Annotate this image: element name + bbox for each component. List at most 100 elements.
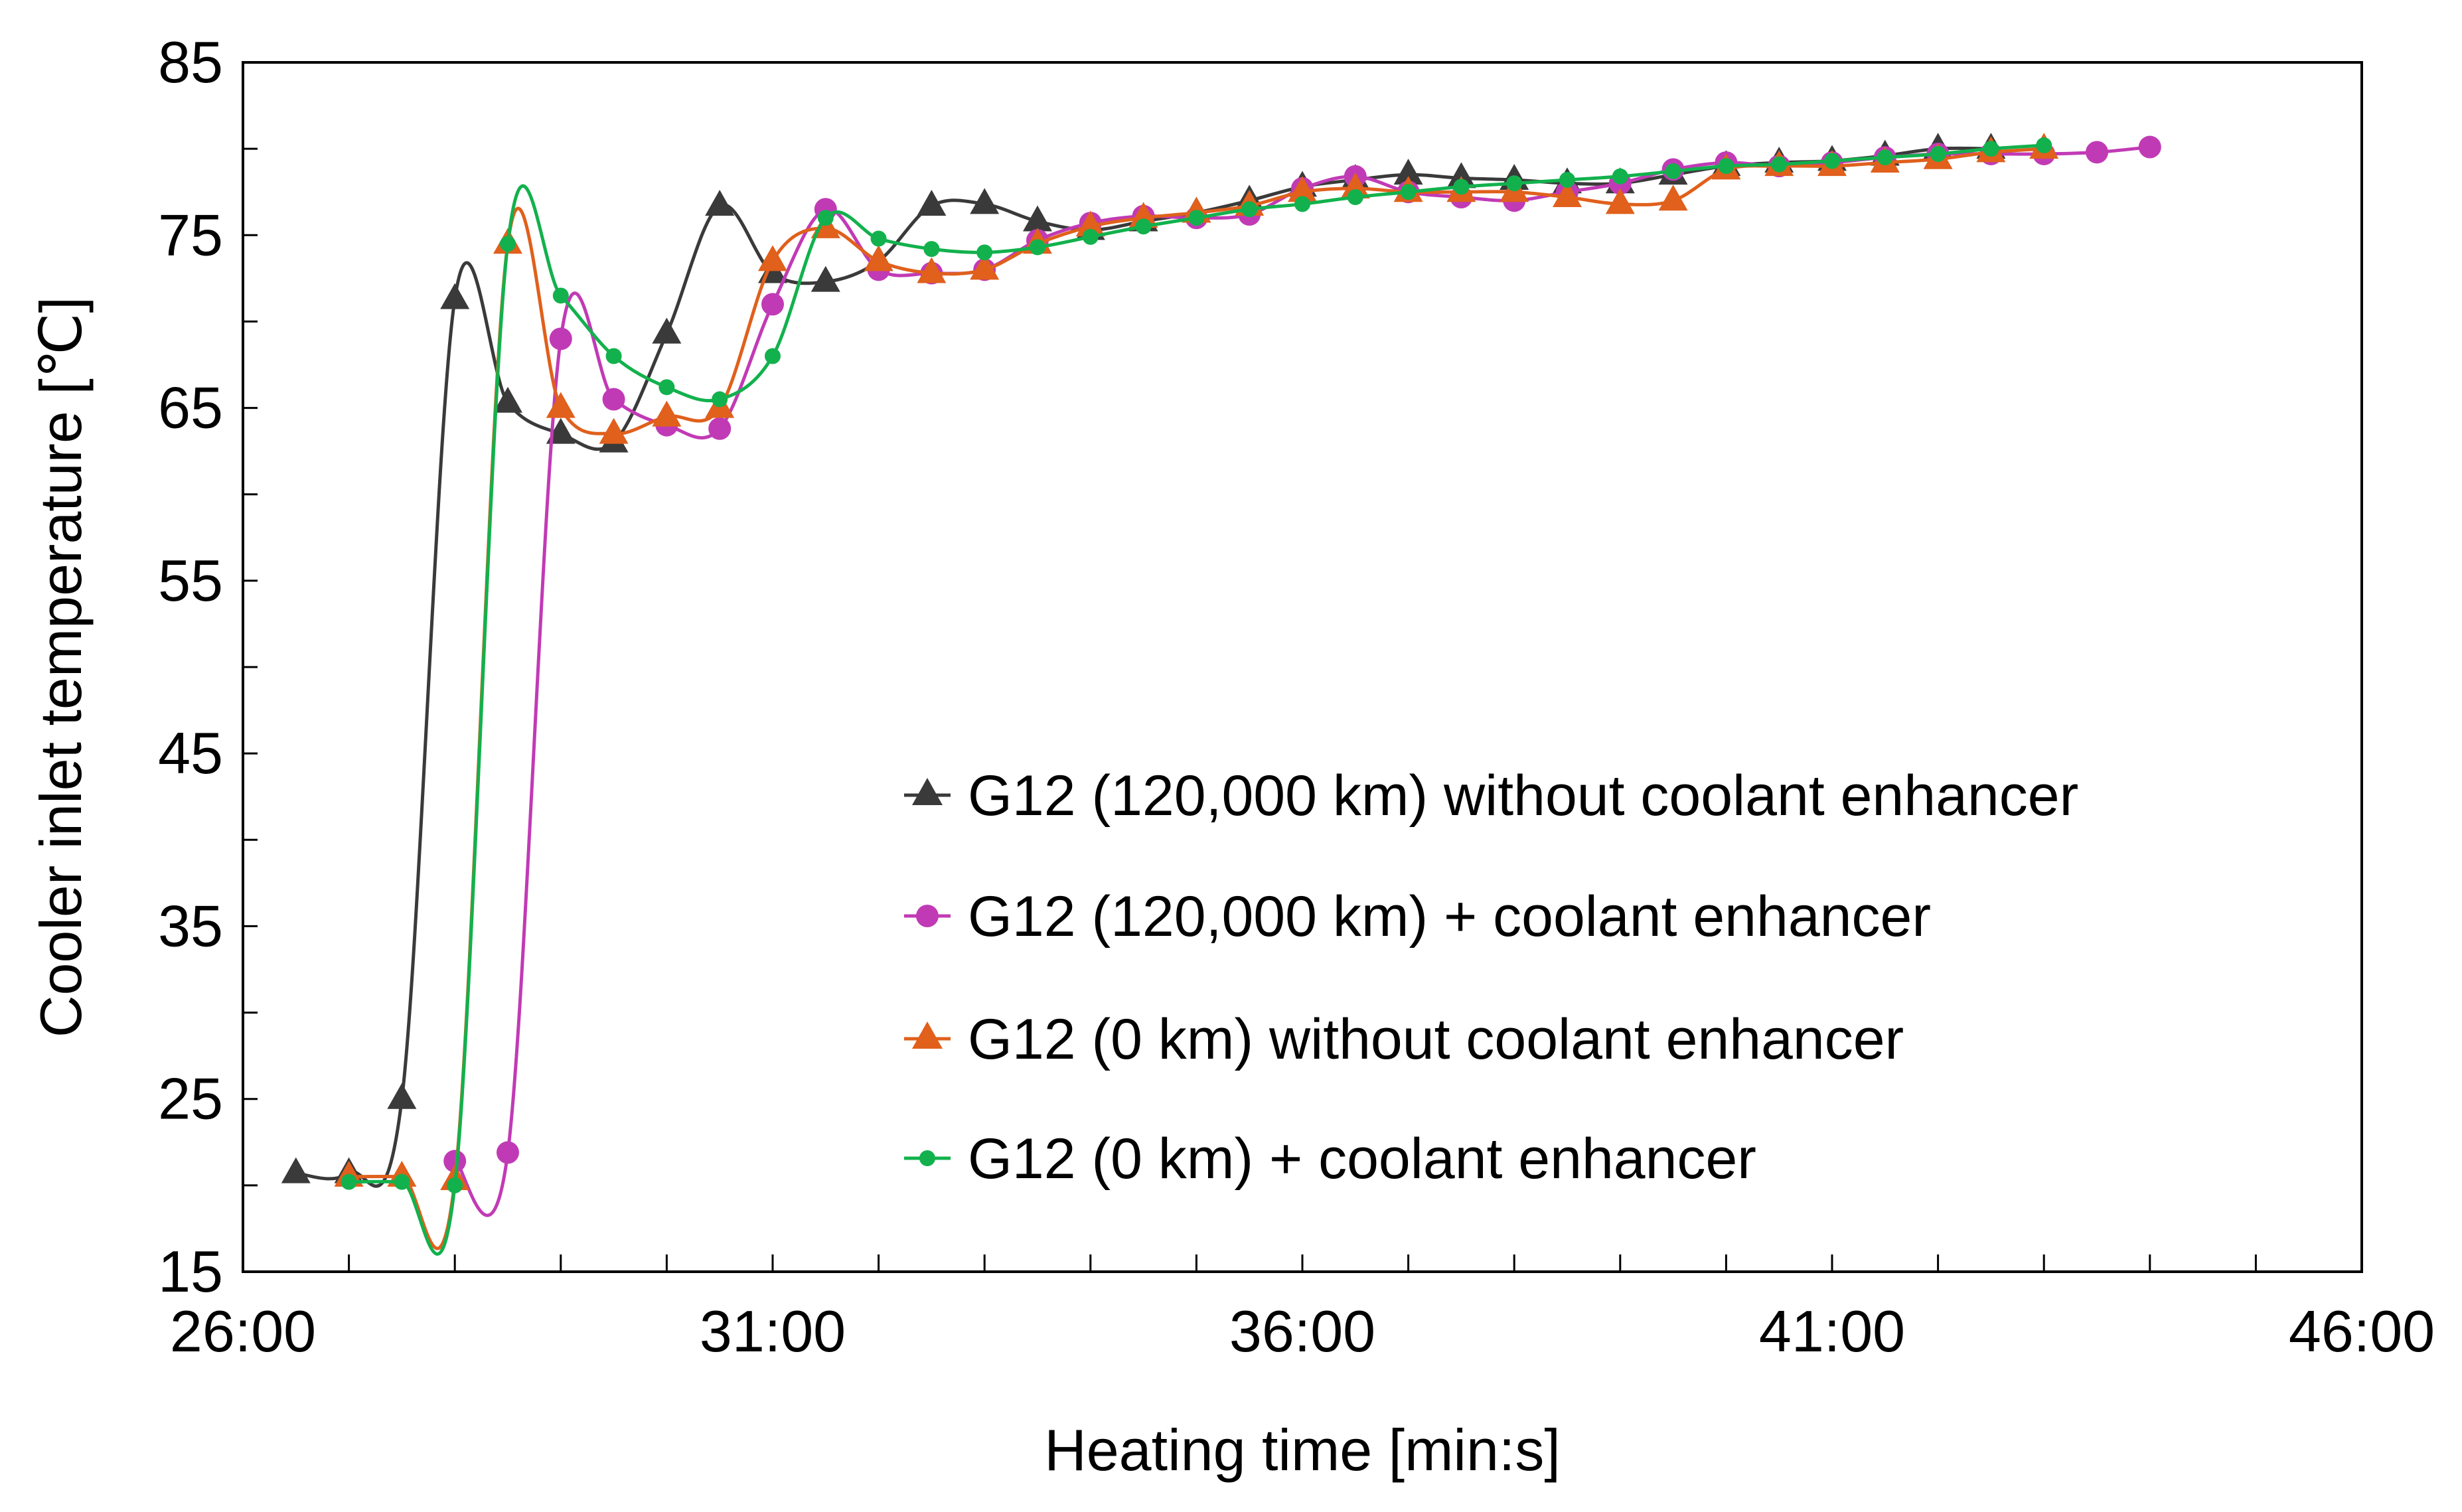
data-point	[394, 1173, 410, 1190]
data-point	[1082, 228, 1099, 245]
y-tick-label: 35	[158, 893, 223, 958]
data-point	[1446, 162, 1476, 189]
data-point	[440, 283, 470, 309]
data-point	[493, 386, 522, 413]
data-point	[602, 388, 625, 411]
data-point	[1930, 145, 1946, 162]
data-point	[1553, 181, 1582, 208]
data-point	[758, 245, 787, 271]
y-tick-label: 85	[158, 29, 223, 95]
y-tick-label: 55	[158, 548, 223, 613]
legend-label-2: G12 (0 km) without coolant enhancer	[968, 1008, 1904, 1071]
data-point	[1983, 141, 1999, 157]
y-axis-title: Cooler inlet temperature [℃]	[28, 297, 94, 1037]
data-point	[970, 188, 1000, 214]
legend: G12 (120,000 km) without coolant enhance…	[904, 764, 2078, 1191]
data-point	[1128, 202, 1158, 228]
data-point	[1877, 149, 1893, 166]
legend-item: G12 (0 km) without coolant enhancer	[904, 1008, 1904, 1071]
data-point	[864, 245, 893, 271]
y-tick-label: 25	[158, 1066, 223, 1132]
legend-marker-2	[912, 1021, 943, 1049]
y-tick-label: 45	[158, 720, 223, 786]
x-tick-label: 26:00	[170, 1298, 316, 1364]
data-point	[500, 236, 516, 252]
data-point	[1400, 184, 1417, 200]
x-tick-label: 36:00	[1229, 1298, 1375, 1364]
series-layer	[281, 133, 2161, 1256]
data-point	[447, 1177, 463, 1193]
x-tick-label: 46:00	[2289, 1298, 2435, 1364]
data-point	[1453, 179, 1470, 195]
data-point	[605, 348, 622, 364]
data-point	[443, 1150, 467, 1173]
data-point	[552, 287, 569, 304]
data-point	[970, 254, 1000, 280]
data-point	[1241, 201, 1258, 218]
data-point	[708, 417, 731, 440]
x-tick-label: 41:00	[1759, 1298, 1905, 1364]
legend-label-3: G12 (0 km) + coolant enhancer	[968, 1127, 1756, 1191]
data-point	[917, 257, 947, 283]
series-line	[348, 143, 2044, 1256]
data-point	[761, 293, 784, 316]
legend-marker-0	[912, 778, 943, 805]
data-point	[281, 1157, 311, 1183]
data-point	[341, 1173, 357, 1190]
data-point	[1393, 159, 1423, 185]
legend-item: G12 (120,000 km) + coolant enhancer	[904, 885, 1931, 948]
data-point	[1135, 218, 1152, 235]
series-3	[341, 137, 2052, 1256]
data-point	[810, 265, 840, 292]
data-point	[1665, 163, 1681, 179]
data-point	[1075, 210, 1105, 237]
data-point	[546, 392, 576, 418]
y-axis-ticks: 15 25 35 45 55 65 75 85	[158, 29, 258, 1304]
data-point	[976, 244, 993, 261]
legend-label-0: G12 (120,000 km) without coolant enhance…	[968, 764, 2078, 828]
data-point	[923, 241, 940, 258]
data-point	[1347, 189, 1363, 206]
data-point	[1559, 171, 1575, 188]
data-point	[712, 391, 728, 408]
legend-marker-3	[919, 1150, 935, 1166]
data-point	[765, 348, 781, 364]
data-point	[1605, 188, 1635, 214]
data-point	[497, 1141, 519, 1164]
data-point	[387, 1083, 417, 1109]
y-tick-label: 65	[158, 375, 223, 441]
data-point	[1506, 175, 1523, 192]
data-point	[1771, 156, 1788, 173]
data-point	[546, 417, 576, 444]
x-axis-title: Heating time [min:s]	[1044, 1417, 1561, 1483]
x-axis-ticks: 26:00 31:00 36:00 41:00 46:00	[170, 1254, 2435, 1364]
y-tick-label: 75	[158, 202, 223, 267]
data-point	[549, 327, 572, 350]
data-point	[1294, 196, 1310, 212]
plot-area	[242, 61, 2363, 1273]
data-point	[1718, 158, 1734, 175]
legend-item: G12 (0 km) + coolant enhancer	[904, 1127, 1756, 1191]
data-point	[652, 317, 682, 344]
x-tick-label: 31:00	[700, 1298, 846, 1364]
data-point	[917, 190, 947, 216]
data-point	[870, 230, 887, 247]
data-point	[1288, 176, 1317, 202]
data-point	[1023, 205, 1052, 232]
data-point	[1340, 173, 1370, 199]
legend-marker-1	[916, 905, 939, 927]
data-point	[2036, 137, 2052, 153]
data-point	[652, 400, 682, 427]
data-point	[705, 190, 735, 216]
data-point	[2138, 135, 2161, 159]
data-point	[658, 379, 675, 396]
data-point	[1188, 210, 1205, 226]
data-point	[599, 417, 629, 444]
data-point	[1658, 185, 1688, 211]
data-point	[1030, 239, 1045, 256]
legend-item: G12 (120,000 km) without coolant enhance…	[904, 764, 2078, 828]
data-point	[1612, 168, 1628, 185]
legend-label-1: G12 (120,000 km) + coolant enhancer	[968, 885, 1931, 948]
y-tick-label: 15	[158, 1239, 223, 1304]
